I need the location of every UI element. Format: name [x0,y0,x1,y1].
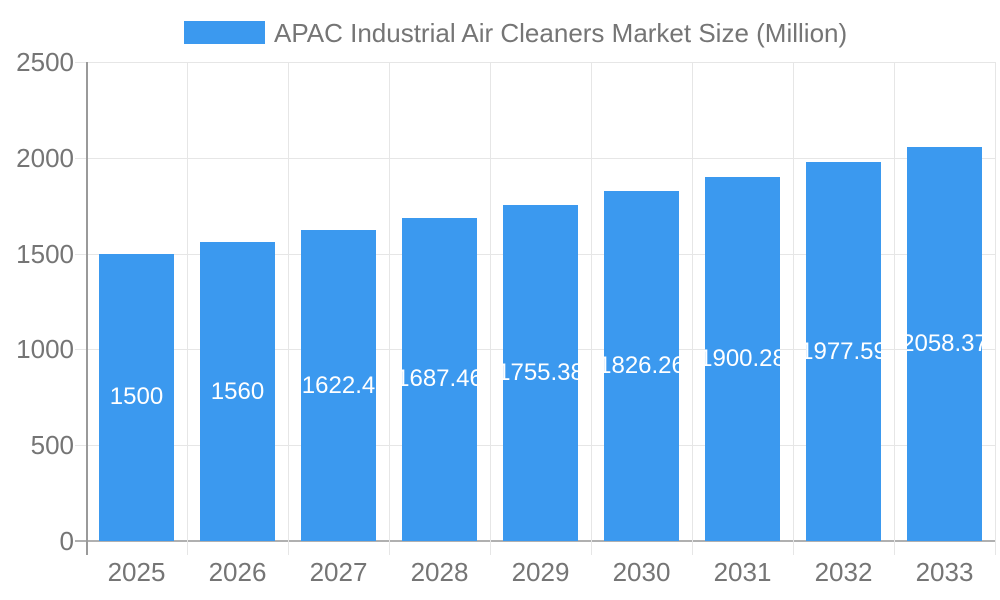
bar[interactable]: 1826.26 [604,191,679,541]
y-tick-label: 1000 [16,334,74,365]
bar-value-label: 1900.28 [705,344,780,372]
y-tick-mark [75,253,86,255]
x-tick-label: 2025 [107,557,166,587]
x-tick-mark [591,541,592,555]
x-axis-baseline [75,540,995,542]
x-gridline [995,62,996,541]
x-tick-mark [692,541,693,555]
y-tick-label: 2000 [16,142,74,173]
bar[interactable]: 1755.38 [503,204,578,541]
x-gridline [187,62,188,541]
bar[interactable]: 1500 [99,253,174,541]
x-gridline [490,62,491,541]
x-tick-label: 2032 [814,557,873,587]
x-gridline [894,62,895,541]
bar-value-label: 1622.4 [301,371,376,399]
x-tick-mark [288,541,289,555]
y-tick-mark [75,62,86,63]
bar-value-label: 1500 [109,383,164,411]
x-gridline [692,62,693,541]
bar[interactable]: 1900.28 [705,176,780,541]
bar[interactable]: 1560 [200,242,275,541]
bar-value-label: 1687.46 [402,365,477,393]
x-tick-mark [894,541,895,555]
y-tick-mark [75,349,86,351]
x-tick-mark [995,541,996,555]
y-axis-line [86,62,88,555]
y-gridline [86,62,995,63]
y-tick-label: 1500 [16,238,74,269]
bar-value-label: 1826.26 [604,352,679,380]
x-tick-mark [389,541,390,555]
y-tick-mark [75,157,86,159]
x-tick-mark [793,541,794,555]
x-tick-label: 2029 [511,557,570,587]
y-tick-label: 2500 [16,47,74,77]
x-tick-label: 2028 [410,557,469,587]
bar[interactable]: 1687.46 [402,217,477,541]
x-gridline [288,62,289,541]
y-tick-label: 0 [59,526,74,556]
x-tick-label: 2027 [309,557,368,587]
bar-value-label: 1755.38 [503,358,578,386]
bar-value-label: 1560 [210,377,265,405]
y-gridline [86,157,995,159]
x-gridline [793,62,794,541]
bar[interactable]: 2058.37 [907,146,982,541]
bar[interactable]: 1977.59 [806,162,881,541]
x-tick-label: 2030 [612,557,671,587]
x-tick-label: 2031 [713,557,772,587]
y-tick-label: 500 [30,430,74,461]
legend-color-swatch [184,21,265,44]
x-gridline [591,62,592,541]
chart-title: APAC Industrial Air Cleaners Market Size… [274,18,848,48]
x-tick-mark [187,541,188,555]
x-tick-mark [490,541,491,555]
bar-value-label: 1977.59 [806,337,881,365]
x-tick-label: 2026 [208,557,267,587]
y-tick-mark [75,445,86,447]
bar[interactable]: 1622.4 [301,230,376,541]
x-gridline [389,62,390,541]
x-tick-label: 2033 [915,557,974,587]
bar-value-label: 2058.37 [907,329,982,357]
legend[interactable]: APAC Industrial Air Cleaners Market Size… [0,0,1000,50]
